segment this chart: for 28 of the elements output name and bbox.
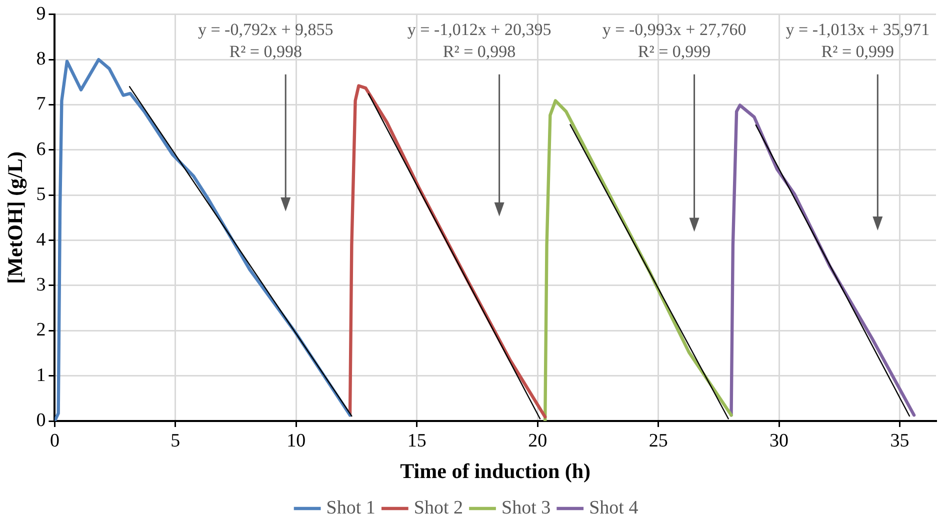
y-tick-label: 2 bbox=[36, 320, 46, 341]
legend-label: Shot 4 bbox=[589, 497, 639, 518]
x-axis-title: Time of induction (h) bbox=[400, 458, 591, 483]
y-tick-label: 7 bbox=[36, 94, 46, 115]
y-tick-label: 4 bbox=[36, 229, 46, 250]
y-tick-label: 9 bbox=[36, 3, 46, 24]
x-tick-label: 10 bbox=[286, 430, 306, 452]
legend-label: Shot 2 bbox=[414, 497, 464, 518]
legend-label: Shot 3 bbox=[502, 497, 551, 518]
annotation: y = -1,013x + 35,971 R² = 0,999 bbox=[786, 20, 930, 61]
x-tick-label: 15 bbox=[407, 430, 426, 452]
y-axis-title: [MetOH] (g/L) bbox=[3, 152, 28, 284]
y-tick-label: 5 bbox=[36, 184, 46, 206]
annotation: y = -0,993x + 27,760 R² = 0,999 bbox=[602, 20, 746, 61]
annotation: y = -1,012x + 20,395 R² = 0,998 bbox=[407, 20, 552, 61]
y-tick-label: 1 bbox=[36, 364, 46, 386]
x-tick-label: 5 bbox=[170, 430, 180, 452]
x-tick-label: 0 bbox=[50, 430, 60, 452]
legend-label: Shot 1 bbox=[326, 497, 376, 518]
y-tick-label: 6 bbox=[36, 138, 46, 160]
x-tick-label: 25 bbox=[648, 430, 668, 452]
x-tick-label: 20 bbox=[528, 430, 548, 452]
x-tick-label: 30 bbox=[770, 430, 789, 452]
y-tick-label: 8 bbox=[36, 48, 46, 70]
y-tick-label: 3 bbox=[36, 274, 46, 296]
x-tick-label: 35 bbox=[890, 430, 910, 452]
annotation: y = -0,792x + 9,855 R² = 0,998 bbox=[198, 20, 334, 61]
y-tick-label: 0 bbox=[36, 410, 46, 431]
